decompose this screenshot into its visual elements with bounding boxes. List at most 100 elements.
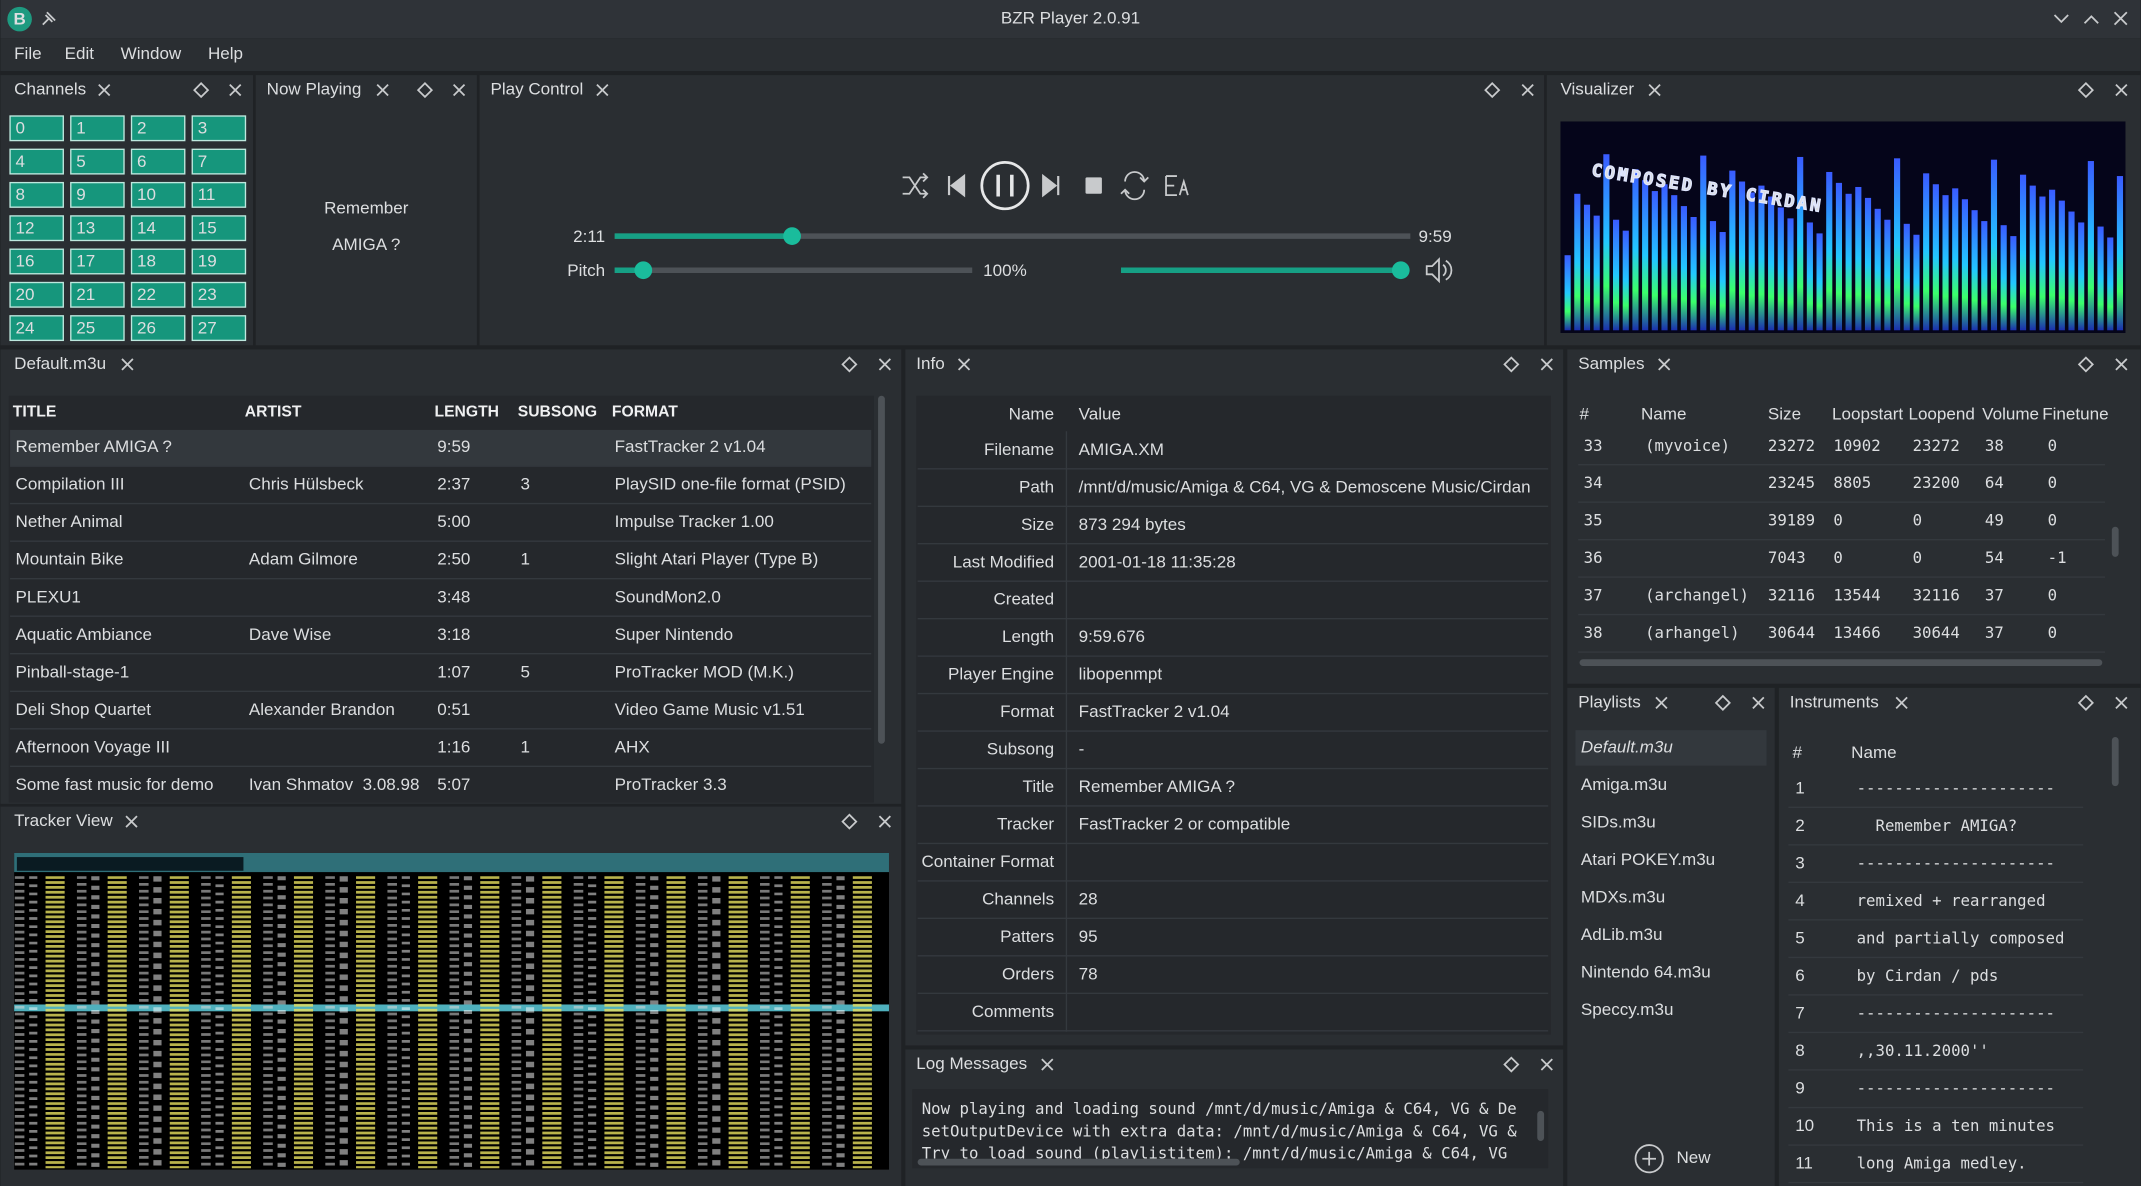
playlist-cell[interactable]: 5:07 xyxy=(437,775,470,794)
float-dock-button[interactable] xyxy=(193,81,210,99)
playlist-cell[interactable]: Adam Gilmore xyxy=(249,550,358,569)
channel-button[interactable] xyxy=(130,215,186,242)
close-dock-button[interactable] xyxy=(878,358,891,371)
channel-button[interactable] xyxy=(191,215,247,242)
playlist-cell[interactable]: PLEXU1 xyxy=(16,587,81,606)
next-button[interactable] xyxy=(1042,173,1060,198)
playlist-cell[interactable]: Some fast music for demo xyxy=(16,775,214,794)
channel-button[interactable] xyxy=(130,248,186,275)
channel-button[interactable] xyxy=(70,315,125,342)
playlist-item[interactable]: Nintendo 64.m3u xyxy=(1581,963,1711,982)
volume-handle[interactable] xyxy=(1391,261,1410,280)
playlist-cell[interactable]: Alexander Brandon xyxy=(249,700,395,719)
tab-close-icon[interactable] xyxy=(1658,358,1671,371)
previous-button[interactable] xyxy=(947,173,966,198)
playlist-cell[interactable]: 9:59 xyxy=(437,437,470,456)
playlist-cell[interactable]: Nether Animal xyxy=(16,512,123,531)
playlist-cell[interactable]: 2:37 xyxy=(437,475,470,494)
playlist-cell[interactable]: Super Nintendo xyxy=(615,625,733,644)
close-dock-button[interactable] xyxy=(1752,696,1765,709)
playlist-cell[interactable]: AHX xyxy=(615,737,651,756)
tab-close-icon[interactable] xyxy=(125,815,138,828)
playlist-cell[interactable]: 1:07 xyxy=(437,662,470,681)
seek-handle[interactable] xyxy=(783,227,801,245)
stop-button[interactable] xyxy=(1085,177,1102,194)
playlist-cell[interactable]: Dave Wise xyxy=(249,625,331,644)
playlist-cell[interactable]: 1 xyxy=(520,550,529,569)
new-playlist-button[interactable]: New xyxy=(1676,1148,1711,1167)
menu-item[interactable]: File xyxy=(14,44,41,63)
playlist-cell[interactable]: Deli Shop Quartet xyxy=(16,700,152,719)
menu-item[interactable]: Help xyxy=(208,44,243,63)
channel-button[interactable] xyxy=(191,281,247,308)
playlist-cell[interactable]: Slight Atari Player (Type B) xyxy=(615,550,819,569)
tab-close-icon[interactable] xyxy=(121,358,134,371)
close-dock-button[interactable] xyxy=(2115,83,2128,97)
playlist-cell[interactable]: 1:16 xyxy=(437,737,470,756)
channel-button[interactable] xyxy=(191,148,247,175)
playlist-item[interactable]: Amiga.m3u xyxy=(1581,775,1667,794)
float-dock-button[interactable] xyxy=(841,356,858,373)
float-dock-button[interactable] xyxy=(1484,81,1501,99)
shuffle-button[interactable] xyxy=(902,172,929,199)
repeat-button[interactable] xyxy=(1120,171,1149,201)
close-dock-button[interactable] xyxy=(229,83,242,97)
close-dock-button[interactable] xyxy=(2115,696,2128,709)
pause-button[interactable] xyxy=(980,161,1030,211)
tab-close-icon[interactable] xyxy=(1648,83,1661,97)
channel-button[interactable] xyxy=(9,115,64,142)
playlist-cell[interactable]: 1 xyxy=(520,737,529,756)
playlist-cell[interactable]: ProTracker 3.3 xyxy=(615,775,727,794)
close-dock-button[interactable] xyxy=(1540,358,1553,371)
playlist-cell[interactable]: SoundMon2.0 xyxy=(615,587,721,606)
channel-button[interactable] xyxy=(9,181,64,208)
playlist-cell[interactable]: 3 xyxy=(520,475,529,494)
close-dock-button[interactable] xyxy=(452,83,466,97)
channel-button[interactable] xyxy=(130,281,186,308)
channel-button[interactable] xyxy=(191,315,247,342)
channel-button[interactable] xyxy=(191,248,247,275)
tab-close-icon[interactable] xyxy=(98,83,111,97)
playlist-cell[interactable]: Remember AMIGA ? xyxy=(16,437,172,456)
float-dock-button[interactable] xyxy=(1714,694,1731,711)
playlist-cell[interactable]: ProTracker MOD (M.K.) xyxy=(615,662,794,681)
channel-button[interactable] xyxy=(70,215,125,242)
maximize-button[interactable] xyxy=(2083,15,2099,24)
pitch-handle[interactable] xyxy=(634,261,653,280)
playlist-cell[interactable]: Impulse Tracker 1.00 xyxy=(615,512,774,531)
playlist-cell[interactable]: Video Game Music v1.51 xyxy=(615,700,805,719)
tab-close-icon[interactable] xyxy=(1655,696,1668,709)
playlist-cell[interactable]: Chris Hülsbeck xyxy=(249,475,364,494)
new-playlist-icon[interactable] xyxy=(1634,1144,1664,1174)
channel-button[interactable] xyxy=(130,181,186,208)
playlist-item[interactable]: Default.m3u xyxy=(1581,737,1673,756)
close-dock-button[interactable] xyxy=(878,815,891,828)
channel-button[interactable] xyxy=(9,315,64,342)
tab-close-icon[interactable] xyxy=(1041,1058,1054,1071)
channel-button[interactable] xyxy=(130,315,186,342)
playlist-cell[interactable]: 2:50 xyxy=(437,550,470,569)
tab-close-icon[interactable] xyxy=(957,358,971,371)
float-dock-button[interactable] xyxy=(2077,694,2094,711)
close-dock-button[interactable] xyxy=(2115,358,2128,371)
tab-close-icon[interactable] xyxy=(1895,696,1908,709)
float-dock-button[interactable] xyxy=(2077,81,2094,99)
channel-button[interactable] xyxy=(70,248,125,275)
channel-button[interactable] xyxy=(191,181,247,208)
channel-button[interactable] xyxy=(130,148,186,175)
channel-button[interactable] xyxy=(191,115,247,142)
speaker-icon[interactable] xyxy=(1425,257,1453,284)
playlist-cell[interactable]: Mountain Bike xyxy=(16,550,124,569)
playlist-cell[interactable]: Aquatic Ambiance xyxy=(16,625,152,644)
channel-button[interactable] xyxy=(130,115,186,142)
float-dock-button[interactable] xyxy=(2077,356,2094,373)
menu-item[interactable]: Window xyxy=(121,44,182,63)
float-dock-button[interactable] xyxy=(841,813,858,830)
close-window-button[interactable] xyxy=(2113,11,2128,26)
float-dock-button[interactable] xyxy=(416,81,434,99)
tab-close-icon[interactable] xyxy=(376,83,389,97)
menu-item[interactable]: Edit xyxy=(65,44,95,63)
close-dock-button[interactable] xyxy=(1521,83,1534,97)
playlist-item[interactable]: Atari POKEY.m3u xyxy=(1581,850,1715,869)
float-dock-button[interactable] xyxy=(1503,356,1520,373)
